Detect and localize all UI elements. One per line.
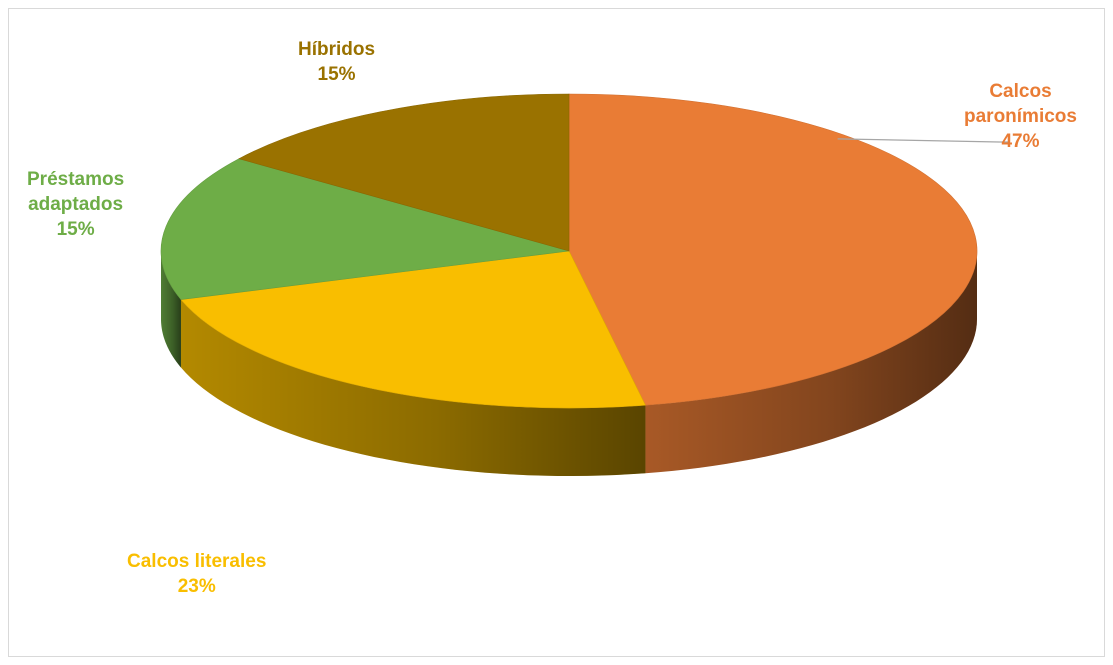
pie-slice-3 xyxy=(238,93,570,252)
pie-side-shade-1 xyxy=(180,299,646,476)
pie-slice-2 xyxy=(160,158,570,300)
leader-line xyxy=(837,138,1009,143)
slice-label-hibridos: Híbridos 15% xyxy=(298,39,376,85)
pie-chart xyxy=(160,93,1009,476)
pie-side-shade-2 xyxy=(161,251,181,368)
slice-label-calcos-paronimicos: Calcos paronímicos 47% xyxy=(964,81,1077,152)
chart-area: Calcos paronímicos 47% Calcos literales … xyxy=(8,8,1105,657)
slice-label-prestamos-adaptados: Préstamos adaptados 15% xyxy=(27,169,125,240)
pie-side-shade-0 xyxy=(645,251,977,474)
pie-slice-1 xyxy=(180,250,646,409)
slice-label-calcos-literales: Calcos literales 23% xyxy=(127,551,267,597)
pie-slice-0 xyxy=(568,93,978,406)
